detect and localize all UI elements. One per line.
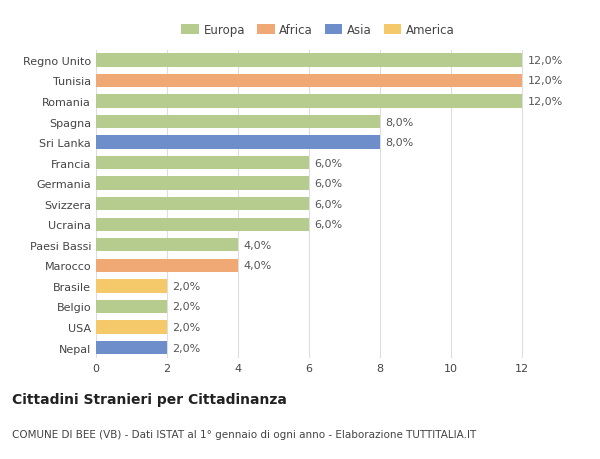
Bar — [96, 95, 522, 108]
Text: Cittadini Stranieri per Cittadinanza: Cittadini Stranieri per Cittadinanza — [12, 392, 287, 406]
Bar — [96, 197, 309, 211]
Bar — [96, 157, 309, 170]
Bar — [96, 239, 238, 252]
Text: 12,0%: 12,0% — [527, 76, 563, 86]
Bar — [96, 320, 167, 334]
Bar — [96, 74, 522, 88]
Text: 8,0%: 8,0% — [385, 117, 414, 127]
Legend: Europa, Africa, Asia, America: Europa, Africa, Asia, America — [176, 19, 460, 42]
Bar — [96, 300, 167, 313]
Text: 2,0%: 2,0% — [172, 322, 200, 332]
Text: 12,0%: 12,0% — [527, 56, 563, 66]
Text: COMUNE DI BEE (VB) - Dati ISTAT al 1° gennaio di ogni anno - Elaborazione TUTTIT: COMUNE DI BEE (VB) - Dati ISTAT al 1° ge… — [12, 429, 476, 439]
Text: 2,0%: 2,0% — [172, 302, 200, 312]
Text: 8,0%: 8,0% — [385, 138, 414, 148]
Text: 6,0%: 6,0% — [314, 179, 343, 189]
Bar — [96, 136, 380, 150]
Bar — [96, 116, 380, 129]
Bar — [96, 54, 522, 67]
Text: 12,0%: 12,0% — [527, 97, 563, 107]
Text: 6,0%: 6,0% — [314, 220, 343, 230]
Bar — [96, 259, 238, 273]
Text: 6,0%: 6,0% — [314, 199, 343, 209]
Text: 4,0%: 4,0% — [244, 240, 272, 250]
Bar — [96, 280, 167, 293]
Text: 2,0%: 2,0% — [172, 281, 200, 291]
Text: 2,0%: 2,0% — [172, 343, 200, 353]
Bar — [96, 341, 167, 354]
Bar — [96, 177, 309, 190]
Text: 4,0%: 4,0% — [244, 261, 272, 271]
Bar — [96, 218, 309, 231]
Text: 6,0%: 6,0% — [314, 158, 343, 168]
